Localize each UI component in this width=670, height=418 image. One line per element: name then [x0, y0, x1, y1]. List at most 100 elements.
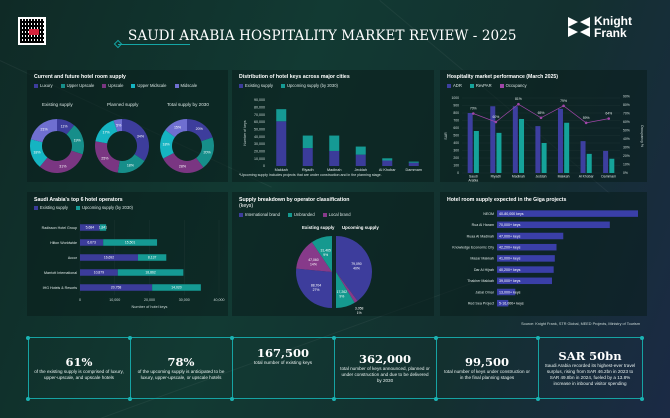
- occupancy-point: [584, 121, 588, 125]
- bar-existing: [276, 121, 287, 166]
- kpi-row: 61% of the existing supply is comprised …: [26, 335, 644, 401]
- donut-slice: [95, 141, 120, 173]
- pie-value-label: 31,465: [321, 248, 331, 252]
- divider: [231, 337, 233, 399]
- donut-slice-label: 34%: [137, 134, 145, 138]
- donut-slice: [66, 125, 84, 155]
- donut-slice-label: 31%: [59, 164, 67, 168]
- bar-adr: [512, 106, 518, 173]
- city-keys-chart: 0 10,000 20,000 30,000 40,000 50,000 60,000 70,…: [243, 98, 422, 172]
- title-underline: [118, 44, 190, 45]
- y-tick-label: 50,000: [254, 128, 265, 132]
- bar-upcoming: [276, 109, 287, 122]
- bar-label: 13,000+ keys: [499, 290, 521, 294]
- bar-revpar: [496, 132, 502, 173]
- y-tick-label: 800: [453, 111, 459, 115]
- x-tick-label: Makkah: [558, 175, 570, 179]
- bar-adr: [557, 108, 563, 173]
- y-tick-label: 0: [457, 171, 459, 175]
- divider-dot-icon: [128, 396, 132, 401]
- donut-slice: [39, 150, 83, 173]
- kpi-text: of the existing supply is comprised of l…: [34, 368, 124, 380]
- bar-label: 41,000+ keys: [499, 257, 521, 261]
- donut-slice-label: 25%: [101, 156, 109, 160]
- chart-footnote: *Upcoming supply includes projects that …: [239, 173, 382, 177]
- y-tick-label: 700: [453, 119, 459, 123]
- bar-revpar: [564, 122, 570, 173]
- donut-slice-label: 20%: [203, 150, 211, 154]
- kpi-card: SAR 50bn Saudi Arabia recorded its highe…: [538, 337, 642, 399]
- pie-pct-label: 1%: [357, 311, 362, 315]
- bar-label: 42,200+ keys: [499, 246, 521, 250]
- pie-slice: [311, 236, 332, 272]
- divider: [333, 337, 335, 399]
- y-tick-label: Dar Al Hijrah: [474, 268, 494, 272]
- legend-item-luxury: Luxury: [34, 83, 53, 88]
- y-tick-label: Red Sea Project: [468, 302, 494, 306]
- y2-tick-label: 60%: [623, 120, 630, 124]
- panel-title: Saudi Arabia's top 6 hotel operators: [34, 197, 123, 203]
- bar-adr: [490, 106, 496, 173]
- bar-existing: [355, 154, 366, 166]
- y2-tick-label: 30%: [623, 146, 630, 150]
- y-tick-label: 40,000: [254, 135, 265, 139]
- x-tick-label: Riyadh: [302, 168, 314, 172]
- donut-slice: [95, 120, 118, 144]
- y-tick-label: NEOM: [483, 212, 494, 216]
- donut-slice: [163, 152, 204, 173]
- kpi-text: total number of existing keys: [253, 360, 313, 365]
- qr-code-icon[interactable]: [18, 17, 46, 45]
- legend-item-upcoming: Upcoming supply (by 2030): [75, 205, 133, 210]
- kpi-value: 167,500: [256, 346, 309, 360]
- pie-value-label: 88,704: [311, 284, 321, 288]
- legend-item-upscale: Upscale: [102, 83, 123, 88]
- y-tick-label: Radisson Hotel Group: [42, 226, 77, 230]
- divider-dot-icon: [536, 335, 540, 340]
- bar-label: 40,200+ keys: [499, 268, 521, 272]
- panel-city-keys: Distribution of hotel keys across major …: [232, 70, 434, 182]
- donut-slice: [187, 119, 213, 142]
- divider: [537, 337, 539, 399]
- donut-title: Planned supply: [107, 102, 139, 107]
- legend-item-local: Local brand: [322, 212, 351, 217]
- donut-slice: [196, 137, 214, 168]
- x-tick-label: Jeddah: [535, 175, 546, 179]
- x-tick-label: 0: [79, 298, 81, 302]
- legend: Existing supply Upcoming supply (by 2030…: [34, 205, 133, 210]
- divider-dot-icon: [230, 335, 234, 340]
- bar-upcoming: [302, 135, 313, 149]
- pie-title: Upcoming supply: [342, 225, 379, 230]
- bar-existing: [329, 150, 340, 166]
- y-tick-label: IHG Hotels & Resorts: [43, 286, 78, 290]
- classification-pie: 88,70427%47,06014%31,4659%79,09040%3,058…: [296, 236, 372, 315]
- kpi-value: 99,500: [464, 354, 509, 369]
- pie-slice: [336, 272, 358, 303]
- bar-existing: [80, 239, 104, 246]
- bar-revpar: [473, 131, 479, 173]
- legend-item-upcoming: Upcoming supply (by 2030): [280, 83, 338, 88]
- legend: Luxury Upper Upscale Upscale Upper Midsc…: [34, 83, 197, 88]
- kpi-value: SAR 50bn: [558, 348, 622, 363]
- y-tick-label: 600: [453, 126, 459, 130]
- y2-tick-label: 80%: [623, 103, 630, 107]
- x-tick-label: Madinah: [327, 168, 342, 172]
- bar-upcoming: [408, 161, 419, 163]
- donut-slice: [30, 119, 57, 143]
- performance-chart: 0 100 200 300 400 500 600 700 800 900 1000 0% 10% 20%…: [444, 95, 644, 182]
- bar-upcoming: [152, 284, 201, 291]
- y-tick-label: Accor: [68, 256, 78, 260]
- y-tick-label: 30,000: [254, 142, 265, 146]
- divider-dot-icon: [434, 335, 438, 340]
- y-tick-label: Thakher Makkah: [467, 279, 494, 283]
- bar-adr: [535, 126, 541, 173]
- bar-existing: [80, 269, 118, 276]
- knight-frank-logo: Knight Frank: [568, 15, 632, 39]
- legend-item-adr: ADR: [447, 83, 462, 88]
- occupancy-point: [517, 102, 520, 106]
- y-tick-label: 90,000: [254, 98, 265, 102]
- panel-giga-projects: Hotel room supply expected in the Giga p…: [440, 192, 647, 316]
- y-tick-label: 60,000: [254, 120, 265, 124]
- x-tick-label: 20,000: [144, 298, 155, 302]
- donut-slice-label: 11%: [61, 124, 69, 128]
- kpi-text: Saudi Arabia recorded its highest-ever t…: [544, 362, 636, 386]
